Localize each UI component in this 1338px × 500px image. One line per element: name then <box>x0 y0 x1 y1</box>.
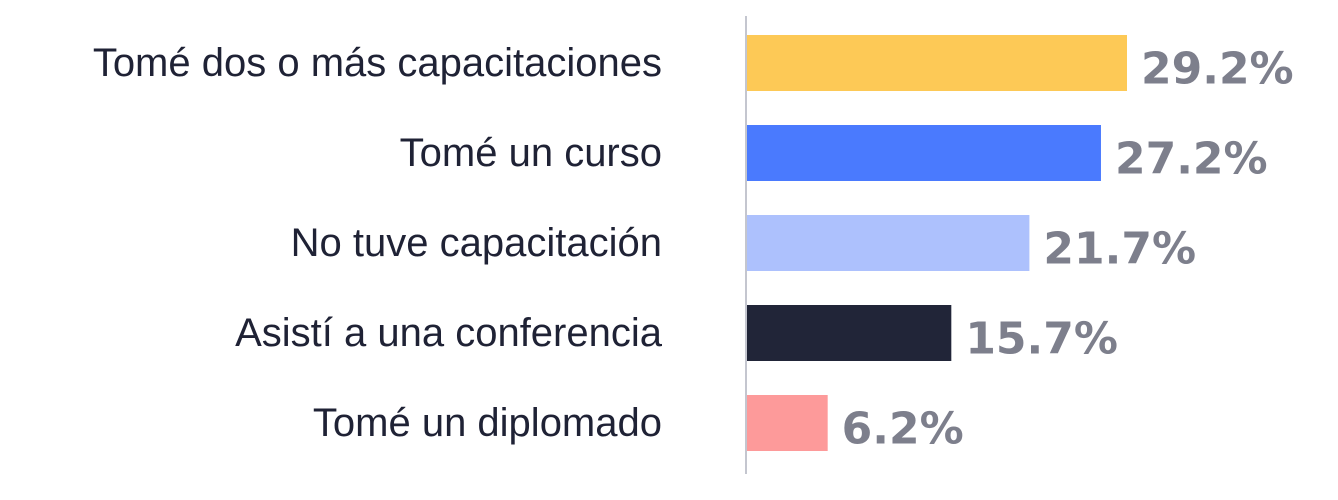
category-label-3: No tuve capacitación <box>291 221 662 265</box>
bar-4 <box>747 305 952 361</box>
bar-3 <box>747 215 1030 271</box>
value-label-2: 27.2% <box>1115 134 1268 185</box>
category-labels-group: Tomé dos o más capacitaciones Tomé un cur… <box>93 41 663 445</box>
category-label-1: Tomé dos o más capacitaciones <box>93 41 662 85</box>
value-label-4: 15.7% <box>965 314 1118 365</box>
bars-group <box>747 35 1127 451</box>
bar-5 <box>747 395 828 451</box>
value-label-5: 6.2% <box>842 404 964 455</box>
category-label-5: Tomé un diplomado <box>313 401 662 445</box>
value-label-1: 29.2% <box>1141 44 1294 95</box>
bar-1 <box>747 35 1127 91</box>
value-label-3: 21.7% <box>1043 224 1196 275</box>
category-label-2: Tomé un curso <box>400 131 662 175</box>
value-labels-group: 29.2% 27.2% 21.7% 15.7%6.2% <box>842 44 1294 455</box>
bar-2 <box>747 125 1101 181</box>
category-label-4: Asistí a una conferencia <box>235 311 663 355</box>
